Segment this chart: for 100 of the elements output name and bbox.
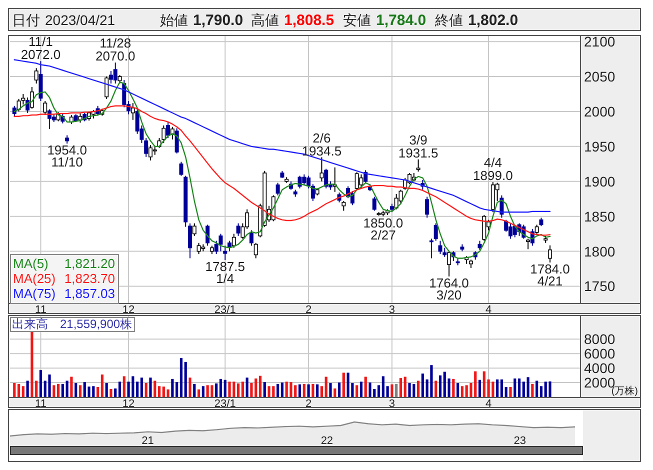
x-tick-label: 4 xyxy=(485,304,492,316)
bar xyxy=(338,382,341,397)
annotation: 1,823.70 xyxy=(64,271,115,286)
y-tick-label: 1800 xyxy=(584,243,616,260)
bar xyxy=(329,382,332,397)
bar xyxy=(250,382,253,397)
x-tick-label: 23/1 xyxy=(214,398,236,410)
bar xyxy=(241,382,244,397)
x-tick-label: 12 xyxy=(122,398,135,410)
candlestick xyxy=(130,102,135,120)
x-tick-label: 3 xyxy=(388,304,396,316)
candlestick xyxy=(236,222,240,236)
bar xyxy=(22,386,24,397)
candlestick xyxy=(249,230,254,246)
bar xyxy=(452,378,455,397)
legend-label: MA(5) xyxy=(13,256,48,271)
candlestick xyxy=(310,184,315,202)
y-tick-label: 1750 xyxy=(584,278,616,294)
text: 1,790.0 xyxy=(193,12,244,29)
bar xyxy=(356,385,358,397)
bar xyxy=(342,372,345,397)
bar xyxy=(280,382,284,397)
y-tick-label: 6000 xyxy=(584,346,616,362)
bar xyxy=(395,384,398,397)
candlestick xyxy=(342,200,346,212)
annotation: 1764.0 3/20 xyxy=(429,275,469,302)
bar xyxy=(26,380,29,397)
bar xyxy=(30,331,34,397)
candlestick xyxy=(324,168,328,189)
annotation: 1,821.20 xyxy=(64,256,115,271)
y-tick-label: 2100 xyxy=(584,34,616,50)
bar xyxy=(166,389,170,397)
bar xyxy=(52,385,56,397)
text: 終値 xyxy=(434,12,463,28)
bar xyxy=(382,376,384,397)
bar xyxy=(219,378,222,397)
candlestick xyxy=(359,174,364,189)
candlestick xyxy=(174,128,179,154)
candlestick xyxy=(447,250,452,277)
bar xyxy=(404,376,406,397)
candlestick xyxy=(438,240,442,255)
annotation: 2/6 1934.5 xyxy=(302,130,342,158)
bar xyxy=(96,387,100,397)
bar xyxy=(176,382,178,397)
bar xyxy=(302,384,306,397)
bar xyxy=(536,380,538,397)
annotation: 1,857.03 xyxy=(64,286,115,301)
bar xyxy=(171,378,174,397)
x-tick-label: 23/1 xyxy=(214,304,236,316)
text: 始値 xyxy=(160,12,188,28)
x-tick-label: 11 xyxy=(35,304,46,316)
x-tick-label: 22 xyxy=(320,435,334,447)
x-tick-label: 12 xyxy=(122,304,135,316)
x-tick-label: 2 xyxy=(305,398,312,410)
bar xyxy=(421,374,424,397)
bar xyxy=(268,386,270,397)
text: 1,802.0 xyxy=(468,12,518,29)
bar xyxy=(210,385,214,397)
x-tick-label: 21 xyxy=(142,435,154,447)
bar xyxy=(258,376,262,397)
candlestick xyxy=(192,222,196,236)
bar xyxy=(105,382,108,397)
bar xyxy=(17,384,20,397)
y-tick-label: 1900 xyxy=(584,173,616,190)
bar xyxy=(390,384,394,397)
bar xyxy=(263,382,266,397)
bar xyxy=(56,384,60,397)
annotation: 4/4 1899.0 xyxy=(473,155,513,184)
bar xyxy=(114,388,117,397)
candlestick xyxy=(38,60,43,102)
candlestick xyxy=(34,68,38,84)
candlestick xyxy=(113,62,118,84)
y-tick-label: 2050 xyxy=(584,68,616,85)
bar xyxy=(48,374,51,397)
bar xyxy=(408,382,411,397)
y-tick-label: 2000 xyxy=(584,103,616,120)
bar xyxy=(368,382,372,397)
bar xyxy=(276,384,280,397)
bar xyxy=(70,376,73,397)
candlestick xyxy=(228,240,232,252)
bar xyxy=(438,375,442,397)
bar xyxy=(526,377,530,397)
bar xyxy=(509,387,512,397)
bar xyxy=(307,384,310,397)
bar xyxy=(39,370,42,397)
bar xyxy=(456,382,460,397)
bar xyxy=(78,385,82,397)
candlestick xyxy=(526,238,530,250)
candlestick xyxy=(320,156,324,182)
x-tick-label: 3 xyxy=(388,398,396,410)
legend-label: MA(75) xyxy=(13,286,56,301)
bar xyxy=(197,389,200,397)
bar xyxy=(316,384,319,397)
annotation: 3/9 1931.5 xyxy=(398,132,438,160)
y-tick-label: 4000 xyxy=(584,360,616,376)
annotation: 11/28 2070.0 xyxy=(95,36,136,64)
candlestick xyxy=(166,121,170,139)
bar xyxy=(531,384,534,397)
bar xyxy=(548,381,552,397)
text: 日付 xyxy=(12,12,40,28)
